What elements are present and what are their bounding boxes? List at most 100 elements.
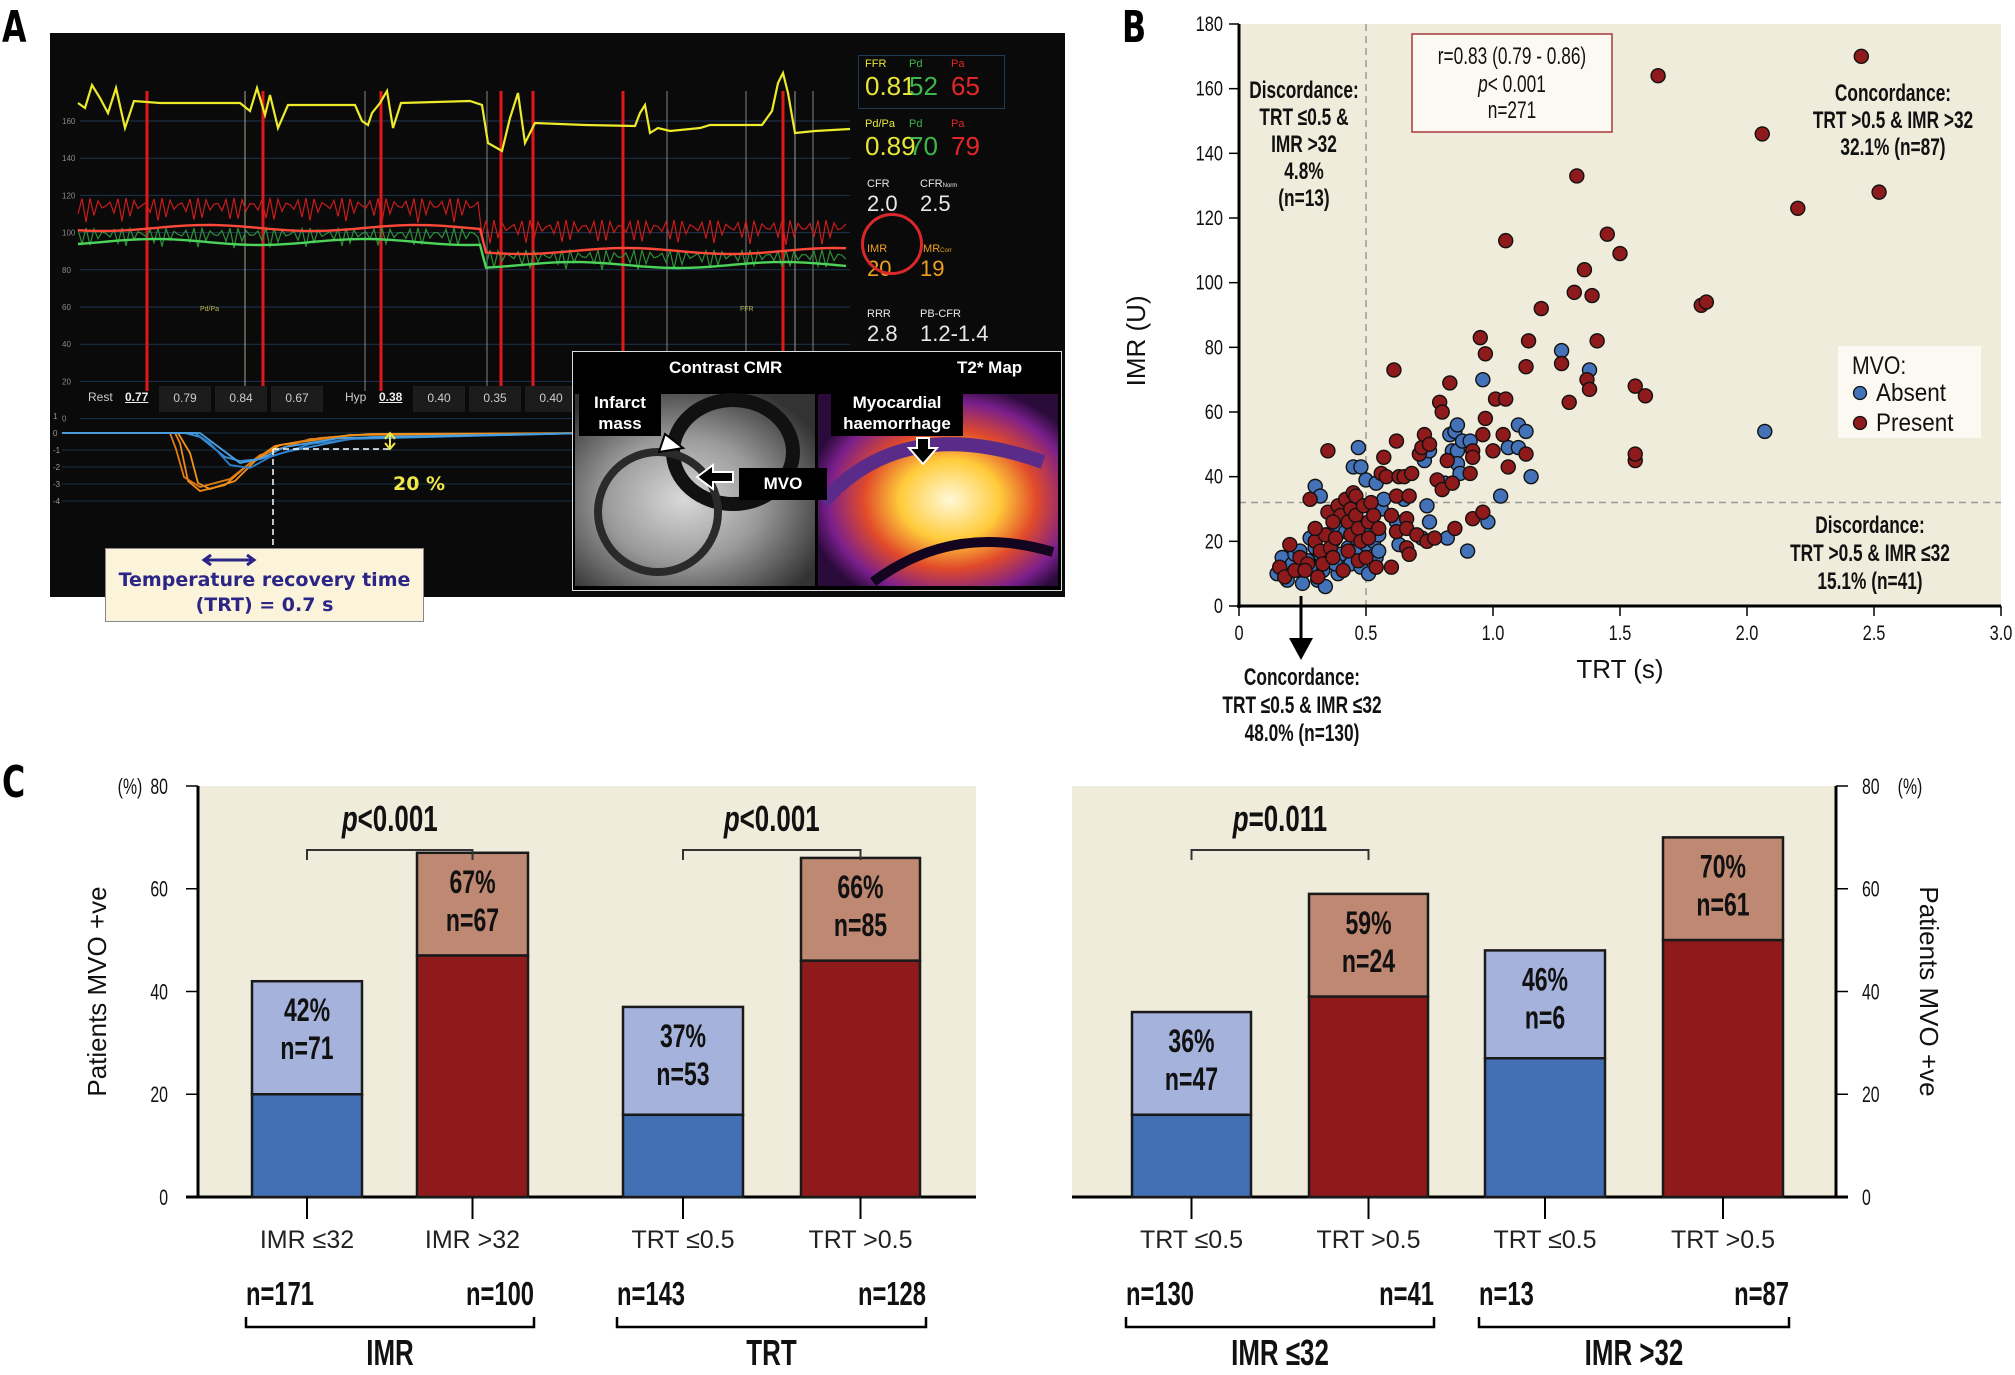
bar-segment-solid — [1483, 1057, 1607, 1199]
scatter-point-present — [1365, 507, 1382, 524]
scatter-point-present — [1426, 530, 1443, 546]
scatter-point-present — [1378, 468, 1395, 485]
contrast-cmr-title: Contrast CMR — [669, 358, 783, 377]
x-tick-label: TRT >0.5 — [809, 1226, 913, 1254]
bar-segment-light — [1307, 892, 1430, 998]
scatter-point-present — [1444, 475, 1461, 491]
annotation-concordance-top-right: Concordance: — [1835, 80, 1951, 106]
readout-label: RRR — [867, 308, 891, 320]
bar-n-label: n=67 — [446, 902, 499, 938]
y-tick-label-left: 40 — [150, 981, 168, 1005]
scatter-point-present — [1475, 426, 1491, 443]
y-tick-label: 140 — [62, 154, 76, 163]
pd-mean-trace — [77, 237, 847, 270]
readout-sub: Norm — [942, 183, 958, 189]
stats-n: n=271 — [1488, 97, 1537, 123]
bar-pct-label: 42% — [284, 993, 330, 1029]
scatter-point-present — [1388, 433, 1405, 449]
scatter-point-present — [1518, 359, 1534, 375]
y-tick-label: 0 — [1214, 594, 1223, 617]
thermo-y-tick: 0 — [53, 429, 58, 438]
y-tick-label: 20 — [1205, 529, 1223, 552]
y-tick-label: 60 — [62, 303, 71, 312]
scatter-point-present — [1368, 559, 1384, 575]
scatter-point-present — [1498, 391, 1514, 407]
readout-label: Pd — [909, 58, 923, 70]
x-tick-label: IMR ≤32 — [260, 1226, 354, 1254]
scatter-point-present — [1569, 168, 1585, 184]
scatter-point-present — [1472, 329, 1488, 346]
scatter-point-present — [1599, 226, 1615, 242]
annotation-discordance-top-left: Discordance: — [1249, 77, 1358, 103]
scatter-point-present — [1307, 520, 1323, 537]
scatter-point-present — [1388, 488, 1405, 504]
infarct-label-line2: mass — [598, 414, 642, 433]
scatter-point-present — [1790, 200, 1806, 217]
percent-arrow-head — [384, 442, 396, 451]
x-tick-label: TRT >0.5 — [1671, 1226, 1775, 1254]
bar-pct-label: 36% — [1168, 1023, 1214, 1059]
bar-n-label: n=6 — [1525, 1000, 1565, 1036]
x-tick-label: 2.0 — [1736, 621, 1759, 644]
scatter-point-present — [1477, 346, 1494, 362]
bar-n-label: n=85 — [834, 907, 887, 943]
p-value: <0.001 — [740, 799, 820, 839]
y-tick-label-right: 80 — [1862, 776, 1880, 800]
scatter-point-present — [1325, 514, 1341, 530]
pressure-wire-monitor: 160 140 120 100 80 60 40 20 0 Pd/Pa FFR FFR 0.81 Pd 5… — [50, 33, 1065, 622]
bar-n-label: n=24 — [1342, 943, 1396, 979]
y-tick-label: 120 — [1196, 206, 1223, 229]
annotation-discordance-top-left: 4.8% — [1284, 158, 1324, 184]
infarct-arrow-icon — [657, 432, 686, 454]
bar-segment-light — [1130, 1010, 1253, 1117]
scatter-point-present — [1637, 388, 1654, 404]
p-italic: p — [723, 799, 740, 839]
bar-pct-label: 46% — [1522, 962, 1568, 998]
group-bracket — [1124, 1317, 1436, 1329]
trt-label: Temperature recovery time — [118, 569, 411, 591]
x-tick-label: 1.5 — [1609, 621, 1632, 644]
stacked-bar-chart: 0 0 20 20 40 40 60 60 80 80 (%) (%) Patients MVO +ve… — [82, 776, 1944, 1373]
panel-label-c: C — [2, 757, 26, 808]
scatter-point-present — [1553, 355, 1570, 372]
bar-segment-solid — [621, 1113, 745, 1199]
readout-value: 2.8 — [867, 321, 898, 346]
hyp-value: 0.35 — [469, 386, 521, 412]
percent-label: 20 % — [393, 473, 446, 495]
group-bracket — [244, 1317, 536, 1329]
scatter-point-present — [1376, 449, 1392, 465]
haem-label-line2: haemorrhage — [843, 414, 951, 433]
readout-label: Pa — [951, 118, 965, 130]
readout-value: 65 — [951, 71, 980, 101]
cmr-images: Contrast CMR T2* Map Infarct mass MVO My… — [572, 351, 1062, 591]
y-tick-label: 40 — [62, 340, 71, 349]
scatter-point-present — [1495, 426, 1511, 443]
readout-value: 70 — [909, 131, 938, 161]
y-tick-label: 140 — [1196, 141, 1223, 164]
scatter-point-present — [1302, 491, 1318, 507]
legend-title: MVO: — [1852, 351, 1906, 379]
panel-label-b: B — [1122, 2, 1147, 53]
arrow-down-icon — [1289, 638, 1313, 660]
scatter-point-present — [1561, 394, 1577, 410]
thermo-y-tick: -1 — [53, 446, 61, 455]
legend-entry-present: Present — [1876, 409, 1954, 437]
bar-segment-light — [415, 851, 530, 957]
annotation-discordance-bottom-right: TRT >0.5 & IMR ≤32 — [1790, 540, 1950, 566]
p-italic: p — [1232, 799, 1249, 839]
y-tick-label: 60 — [1205, 400, 1223, 423]
x-tick-label: TRT ≤0.5 — [1140, 1226, 1243, 1254]
mvo-label: MVO — [739, 468, 827, 500]
pd-waveform — [77, 226, 847, 270]
y-tick-label: 100 — [62, 229, 76, 238]
group-n-total: n=128 — [858, 1276, 926, 1313]
readout-value: 2.5 — [920, 191, 951, 216]
scatter-point-present — [1371, 520, 1387, 537]
x-tick-label: TRT ≤0.5 — [631, 1226, 734, 1254]
y-tick-label-left: 80 — [150, 776, 168, 800]
readout-value: 1.2-1.4 — [920, 321, 989, 346]
readout-label: CFRNorm — [920, 178, 958, 190]
readout-value: 0.89 — [865, 131, 916, 161]
y-tick-label-right: 20 — [1862, 1084, 1880, 1108]
thermodilution-curves: 10-1-2-3-4 — [53, 413, 590, 548]
